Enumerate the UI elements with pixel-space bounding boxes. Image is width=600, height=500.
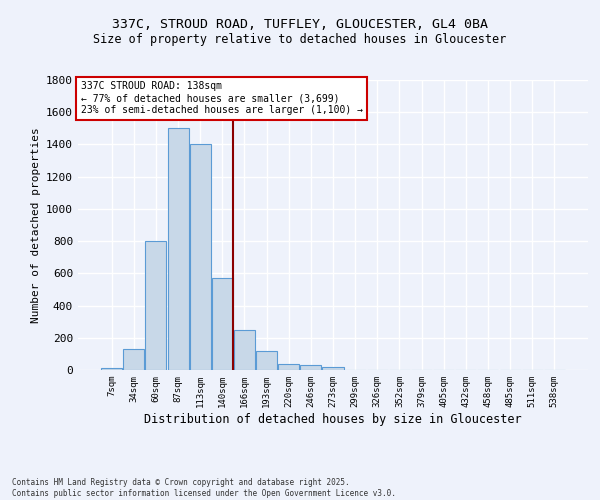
X-axis label: Distribution of detached houses by size in Gloucester: Distribution of detached houses by size … (144, 412, 522, 426)
Text: Contains HM Land Registry data © Crown copyright and database right 2025.
Contai: Contains HM Land Registry data © Crown c… (12, 478, 396, 498)
Bar (256, 350, 277, 370)
Bar (322, 367, 344, 370)
Bar (278, 364, 299, 370)
Text: 337C, STROUD ROAD, TUFFLEY, GLOUCESTER, GL4 0BA: 337C, STROUD ROAD, TUFFLEY, GLOUCESTER, … (112, 18, 488, 30)
Bar (167, 128, 188, 370)
Bar (301, 365, 322, 370)
Bar (101, 368, 122, 370)
Text: Size of property relative to detached houses in Gloucester: Size of property relative to detached ho… (94, 32, 506, 46)
Bar (190, 144, 211, 370)
Bar (212, 278, 233, 370)
Text: 337C STROUD ROAD: 138sqm
← 77% of detached houses are smaller (3,699)
23% of sem: 337C STROUD ROAD: 138sqm ← 77% of detach… (80, 82, 362, 114)
Bar (124, 349, 145, 370)
Bar (234, 330, 255, 370)
Y-axis label: Number of detached properties: Number of detached properties (31, 127, 41, 323)
Bar (145, 241, 166, 370)
